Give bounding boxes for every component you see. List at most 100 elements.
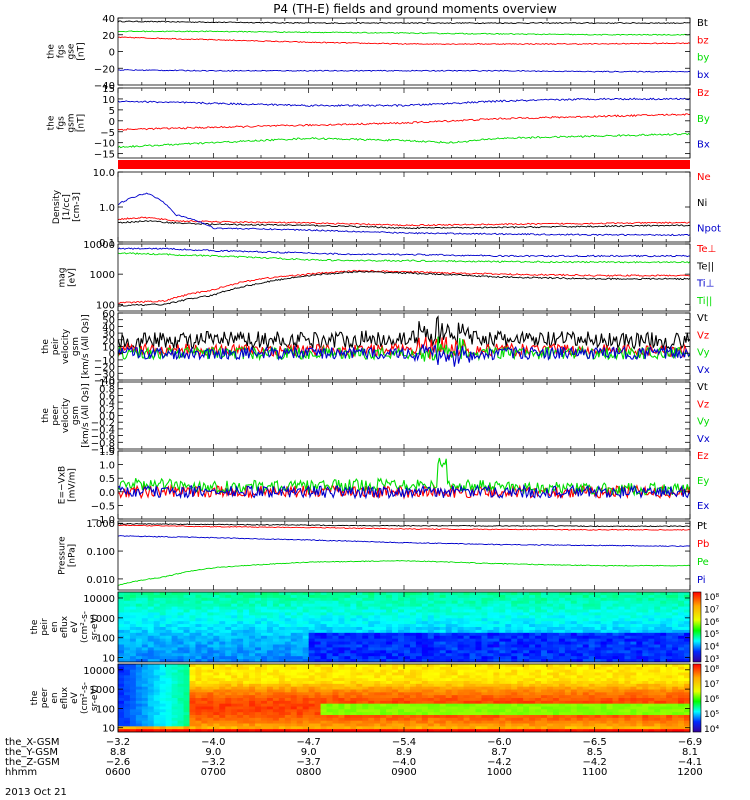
time-axis-labels: the_X-GSM −3.2 −4.0 −4.7 −5.4 −6.0 −6.5 −6.9 the… xyxy=(5,737,703,778)
axis-row-label: the_X-GSM xyxy=(5,737,59,748)
y-tick-label: 1.0 xyxy=(99,378,115,389)
y-tick-label: −0.2 xyxy=(91,418,115,429)
y-axis-label: [nT] xyxy=(77,42,87,60)
y-tick-label: 10.0 xyxy=(93,168,115,179)
colorbar-label: 10⁸ xyxy=(704,593,719,603)
y-axis-label: en xyxy=(50,692,60,703)
y-axis-label: eflux xyxy=(60,686,70,709)
y-axis-label: [km/s (All Qs)] xyxy=(81,314,91,378)
y-tick-label: 0.5 xyxy=(99,474,115,485)
y-axis-label: peer xyxy=(51,405,61,426)
legend-entry: Pb xyxy=(697,539,709,550)
axis-row-value: −6.0 xyxy=(487,737,511,748)
axis-row-value: −2.6 xyxy=(106,757,130,768)
y-tick-label: −15 xyxy=(94,150,115,161)
axis-row-value: −6.5 xyxy=(583,737,607,748)
y-tick-label: 0.1 xyxy=(99,238,115,249)
y-tick-label: 100 xyxy=(96,634,115,645)
y-axis-label: peir xyxy=(51,337,61,355)
legend-entry: bz xyxy=(697,35,709,46)
series-density-Ni xyxy=(118,220,690,230)
y-tick-label: 0 xyxy=(109,48,115,59)
y-tick-label: 0.4 xyxy=(99,398,115,409)
y-tick-label: 0 xyxy=(109,349,115,360)
y-tick-label: 1.5 xyxy=(99,447,115,458)
series-peir_velocity-Vt xyxy=(118,315,690,350)
y-axis-label: Density xyxy=(52,189,62,224)
y-tick-label: 0 xyxy=(109,117,115,128)
panel-peer_en_eflux: 10⁸ 10⁷ 10⁶ 10⁵ 10⁴ 10000 1000 100 10 the peer en ef… xyxy=(30,663,719,735)
legend-entry: Npot xyxy=(697,224,721,235)
axis-row-label: hhmm xyxy=(5,767,37,778)
y-tick-label: 0.0 xyxy=(99,488,115,499)
series-fgs_gse-bz xyxy=(118,36,690,46)
red-separator-band xyxy=(118,160,690,169)
y-axis-label: Pressure xyxy=(58,536,68,575)
legend-entry: Vx xyxy=(697,365,710,376)
y-axis-label: the xyxy=(47,115,57,130)
y-axis-label: peer xyxy=(40,687,50,708)
series-fgs_gse-by xyxy=(118,30,690,36)
figure-title: P4 (TH-E) fields and ground moments over… xyxy=(273,2,557,16)
y-tick-label: 1000 xyxy=(90,614,115,625)
colorbar-label: 10⁷ xyxy=(704,605,719,615)
y-tick-label: 100 xyxy=(96,704,115,715)
axis-row-value: 9.0 xyxy=(301,747,317,758)
y-tick-label: 100 xyxy=(96,300,115,311)
axis-row-value: 8.5 xyxy=(587,747,603,758)
axis-row-value: −5.4 xyxy=(392,737,416,748)
date-label: 2013 Oct 21 xyxy=(5,787,67,798)
colorbar-label: 10⁵ xyxy=(704,630,719,640)
panel-frame xyxy=(117,520,691,591)
y-tick-label: 1.0 xyxy=(99,461,115,472)
axis-row-value: 8.9 xyxy=(396,747,412,758)
y-tick-label: −30 xyxy=(94,369,115,380)
y-tick-label: 15 xyxy=(102,84,115,95)
axis-row-value: 9.0 xyxy=(205,747,221,758)
y-axis-label: [1/cc] xyxy=(62,194,72,220)
series-density-Npot xyxy=(118,192,690,237)
axis-row-value: −3.7 xyxy=(297,757,321,768)
series-density-Ne xyxy=(118,216,690,227)
y-axis-label: [nPa] xyxy=(68,544,78,567)
legend-entry: by xyxy=(697,53,709,64)
axis-row-value: −4.2 xyxy=(583,757,607,768)
panel-density: Ne Ni Npot 10.0 1.0 0.1 Density [1/cc] [cm-3] xyxy=(52,168,721,249)
y-tick-label: 0.2 xyxy=(99,405,115,416)
series-group-temperature xyxy=(118,247,690,307)
y-tick-label: −0.4 xyxy=(91,425,115,436)
y-axis-label: the xyxy=(30,619,40,634)
y-tick-label: −10 xyxy=(94,139,115,150)
y-tick-label: 10000 xyxy=(83,594,115,605)
y-tick-label: 30 xyxy=(102,329,115,340)
y-tick-label: 0.6 xyxy=(99,391,115,402)
axis-row-value: −4.2 xyxy=(487,757,511,768)
series-pressure-Pe xyxy=(118,560,690,586)
y-tick-label: 20 xyxy=(102,336,115,347)
axis-row-value: 0700 xyxy=(201,767,226,778)
legend-entry: Bx xyxy=(697,140,710,151)
series-group-density xyxy=(118,192,690,237)
series-group-efield xyxy=(118,457,690,500)
y-tick-label: 10 xyxy=(102,343,115,354)
colorbar-label: 10⁶ xyxy=(704,618,719,628)
series-group-fgs_gsm xyxy=(118,97,690,149)
colorbar-label: 10⁴ xyxy=(704,643,719,653)
y-tick-label: 0.8 xyxy=(99,385,115,396)
y-tick-label: −1.0 xyxy=(91,445,115,456)
y-tick-label: 0.100 xyxy=(86,547,115,558)
colorbar-label: 10⁴ xyxy=(704,725,719,735)
y-tick-label: 10 xyxy=(102,724,115,735)
y-tick-label: 50 xyxy=(102,316,115,327)
legend-entry: Ne xyxy=(697,172,711,183)
spectrogram-peir_en_eflux xyxy=(118,592,690,662)
series-fgs_gsm-By xyxy=(118,132,690,149)
axis-row-value: 8.7 xyxy=(491,747,507,758)
y-axis-label: eV xyxy=(70,691,80,704)
axis-row-value: 8.1 xyxy=(682,747,698,758)
y-axis-label: eflux xyxy=(60,615,70,638)
legend-entry: Pe xyxy=(697,557,709,568)
